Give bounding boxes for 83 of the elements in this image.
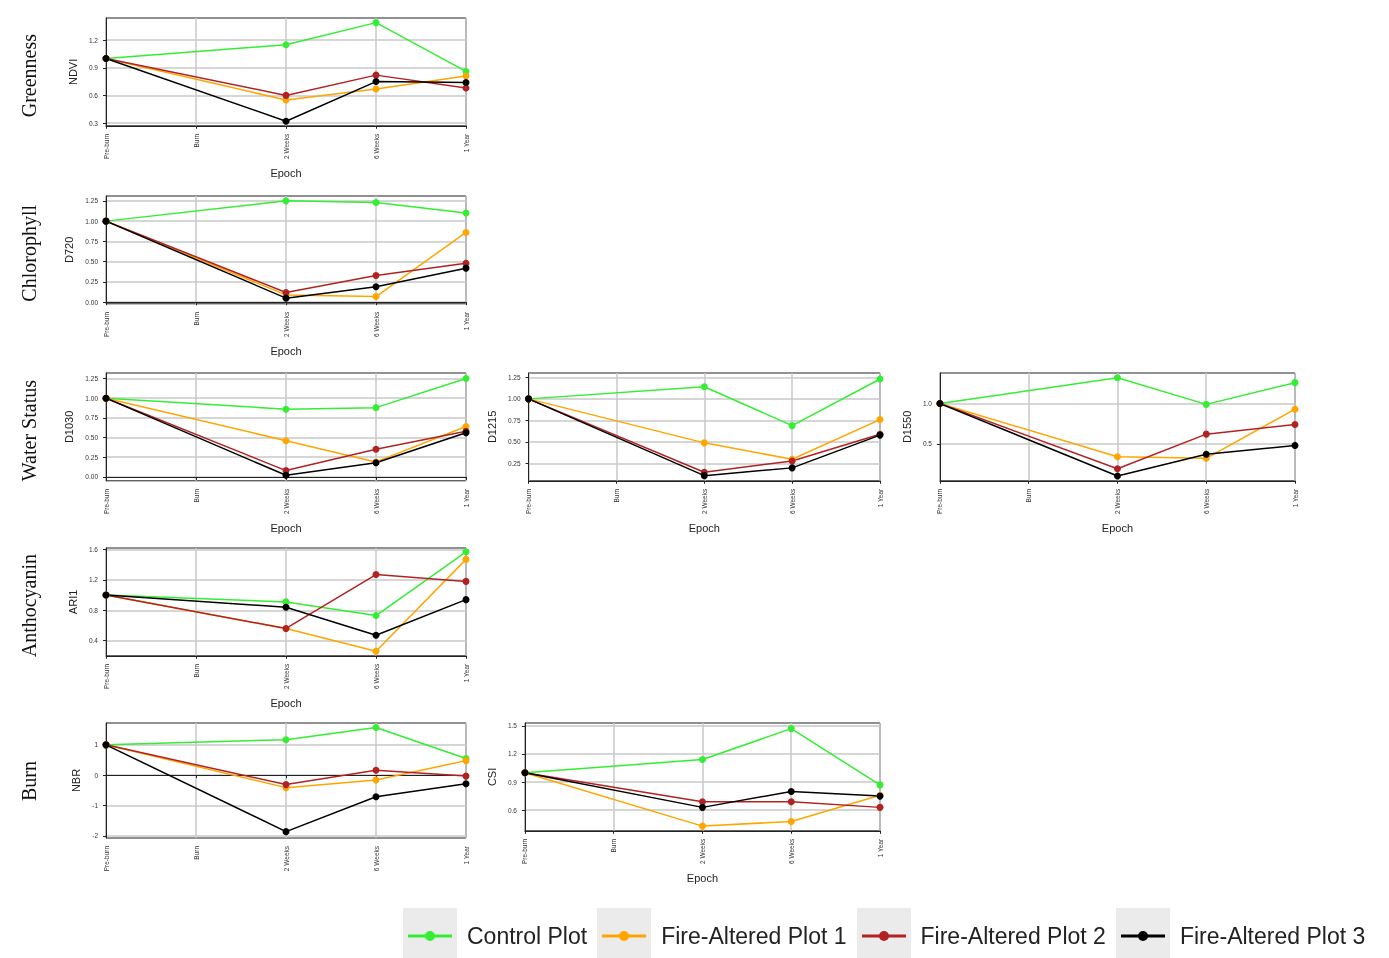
point	[698, 756, 706, 764]
point	[372, 631, 380, 639]
point	[372, 78, 380, 86]
point	[372, 404, 380, 412]
point	[462, 577, 470, 585]
point	[700, 439, 708, 447]
text: Anthocyanin	[17, 553, 41, 658]
point	[787, 817, 795, 825]
point	[1202, 400, 1210, 408]
point	[282, 405, 290, 413]
point	[462, 596, 470, 604]
point	[282, 471, 290, 479]
point	[1291, 405, 1299, 413]
point	[462, 375, 470, 383]
point	[1202, 450, 1210, 458]
point	[372, 198, 380, 206]
point	[1113, 465, 1121, 473]
point	[282, 736, 290, 744]
point	[462, 228, 470, 236]
legend-label: Fire-Altered Plot 1	[661, 922, 847, 950]
point	[372, 647, 380, 655]
y-axis-title: D720	[62, 236, 75, 264]
point	[876, 416, 884, 424]
x-axis-title: Epoch	[686, 871, 719, 884]
point	[282, 91, 290, 99]
point	[372, 571, 380, 579]
point	[372, 766, 380, 774]
point	[372, 724, 380, 732]
point	[462, 780, 470, 788]
point	[372, 793, 380, 801]
text: Burn	[17, 760, 41, 801]
y-axis-title: NBR	[69, 768, 82, 793]
point	[462, 772, 470, 780]
x-axis-title: Epoch	[270, 521, 302, 534]
legend-label: Fire-Altered Plot 2	[920, 922, 1106, 950]
y-axis-title: D1550	[900, 410, 913, 444]
point	[282, 117, 290, 125]
y-axis-title: CSI	[485, 767, 498, 787]
point	[372, 271, 380, 279]
point	[1113, 472, 1121, 480]
point	[462, 555, 470, 563]
legend-label: Fire-Altered Plot 3	[1179, 922, 1366, 950]
point	[787, 787, 795, 795]
x-axis-title: Epoch	[270, 344, 302, 357]
point	[372, 283, 380, 291]
point	[1291, 420, 1299, 428]
point	[462, 548, 470, 556]
x-axis-title: Epoch	[1101, 521, 1134, 534]
legend-label: Control Plot	[467, 922, 588, 950]
y-axis-title: ARI1	[66, 589, 79, 615]
point	[700, 383, 708, 391]
x-axis-title: Epoch	[688, 521, 720, 534]
text: Water Status	[17, 379, 41, 482]
point	[698, 803, 706, 811]
point	[698, 798, 706, 806]
point	[788, 464, 796, 472]
point	[372, 19, 380, 27]
x-axis-title: Epoch	[270, 166, 302, 179]
point	[372, 293, 380, 301]
y-axis-title: D1215	[485, 410, 498, 444]
point	[282, 603, 290, 611]
point	[372, 445, 380, 453]
y-axis-title: D1030	[62, 410, 75, 444]
text: Greenness	[17, 33, 41, 118]
point	[1113, 453, 1121, 461]
point	[876, 803, 884, 811]
point	[282, 828, 290, 836]
y-axis-title: NDVI	[66, 58, 79, 86]
point	[282, 41, 290, 49]
x-axis-title: Epoch	[270, 696, 302, 709]
point	[1291, 441, 1299, 449]
point	[787, 725, 795, 733]
point	[282, 437, 290, 445]
point	[698, 822, 706, 830]
point	[462, 79, 470, 86]
point	[700, 472, 708, 480]
point	[1291, 379, 1299, 387]
point	[788, 422, 796, 430]
point	[787, 798, 795, 806]
point	[1113, 374, 1121, 382]
point	[372, 612, 380, 620]
point	[1202, 430, 1210, 438]
text: Chlorophyll	[17, 205, 41, 302]
